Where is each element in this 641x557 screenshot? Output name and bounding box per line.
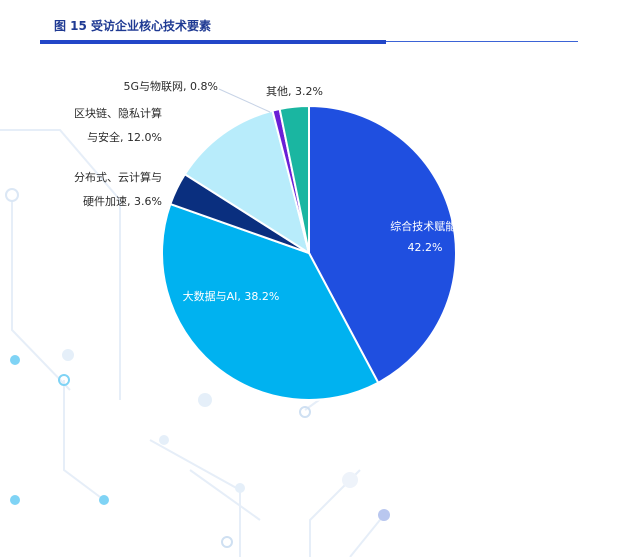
slice-label-line: 42.2% xyxy=(408,241,443,254)
pie-slice-1 xyxy=(161,202,380,401)
slice-label-2: 分布式、云计算与硬件加速, 3.6% xyxy=(74,170,162,208)
slice-label-0: 综合技术赋能, 42.2% xyxy=(390,219,460,254)
pie-labels: 综合技术赋能, 42.2% 大数据与AI, 38.2% 分布式、云计算与硬件加速, 3… xyxy=(74,79,460,303)
figure-header: 图 15 受访企业核心技术要素 xyxy=(0,0,641,50)
slice-label-line: 分布式、云计算与 xyxy=(74,170,162,184)
pie-slices xyxy=(161,104,457,401)
pie-slice-5 xyxy=(278,104,310,254)
slice-label-4: 5G与物联网, 0.8% xyxy=(124,79,218,93)
title-accent-bar xyxy=(40,40,386,44)
figure-title: 图 15 受访企业核心技术要素 xyxy=(54,19,212,33)
slice-label-3: 区块链、隐私计算与安全, 12.0% xyxy=(74,106,162,144)
pie-slice-0 xyxy=(308,104,457,385)
slice-label-line: 大数据与AI, 38.2% xyxy=(183,289,280,303)
slice-label-line: 5G与物联网, 0.8% xyxy=(124,79,218,93)
slice-label-line: 综合技术赋能, xyxy=(390,219,460,233)
slice-label-line: 硬件加速, 3.6% xyxy=(83,195,162,208)
slice-label-line: 与安全, 12.0% xyxy=(87,130,162,144)
pie-slice-3 xyxy=(183,109,311,256)
label-leader-line-4 xyxy=(218,88,271,113)
slice-label-1: 大数据与AI, 38.2% xyxy=(183,289,280,303)
slice-label-5: 其他, 3.2% xyxy=(266,85,323,98)
slice-label-line: 区块链、隐私计算 xyxy=(74,106,162,120)
slice-label-line: 其他, 3.2% xyxy=(266,85,323,98)
